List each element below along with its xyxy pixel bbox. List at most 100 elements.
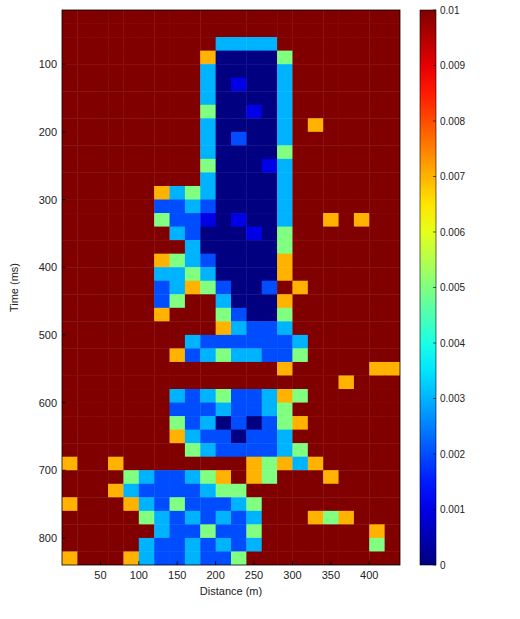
cell (231, 91, 247, 105)
cell (200, 37, 216, 51)
cell (170, 254, 186, 268)
cell (385, 118, 400, 132)
cell (62, 145, 78, 159)
cell (170, 497, 186, 511)
cell (108, 538, 124, 552)
cell (216, 538, 232, 552)
cell (123, 186, 139, 200)
cell (339, 443, 355, 457)
cell (277, 78, 293, 92)
cell (123, 64, 139, 78)
cell (185, 470, 201, 484)
cell (323, 484, 339, 498)
cell (354, 51, 370, 65)
cell (154, 267, 170, 281)
cell (108, 172, 124, 186)
cell (323, 294, 339, 308)
x-tick-label: 250 (245, 569, 263, 581)
cell (277, 375, 293, 389)
cell (231, 213, 247, 227)
cell (185, 78, 201, 92)
cell (339, 308, 355, 322)
cell (123, 375, 139, 389)
cell (277, 118, 293, 132)
cell (108, 335, 124, 349)
cell (108, 254, 124, 268)
cell (369, 470, 385, 484)
cell (262, 551, 278, 565)
cell (139, 308, 155, 322)
cell (369, 132, 385, 146)
cell (354, 335, 370, 349)
y-tick-label: 100 (39, 58, 57, 70)
cell (123, 240, 139, 254)
cell (108, 403, 124, 417)
x-tick (254, 561, 255, 565)
cell (231, 145, 247, 159)
cell (246, 430, 262, 444)
cell (262, 64, 278, 78)
cell (108, 186, 124, 200)
cell (292, 335, 308, 349)
cell (262, 335, 278, 349)
cell (354, 64, 370, 78)
cell (277, 524, 293, 538)
cell (170, 51, 186, 65)
cell (77, 186, 93, 200)
cell (339, 37, 355, 51)
cell (93, 497, 109, 511)
cell (200, 294, 216, 308)
cell (369, 538, 385, 552)
cell (231, 362, 247, 376)
cell (123, 403, 139, 417)
cell (369, 213, 385, 227)
cell (246, 362, 262, 376)
cell (139, 430, 155, 444)
cell (262, 321, 278, 335)
cell (231, 538, 247, 552)
cell (108, 118, 124, 132)
cell (323, 118, 339, 132)
cell (231, 254, 247, 268)
cell (231, 105, 247, 119)
cell (308, 91, 324, 105)
y-tick-label: 600 (39, 397, 57, 409)
cell (246, 91, 262, 105)
cell (93, 362, 109, 376)
cell (123, 132, 139, 146)
cell (77, 91, 93, 105)
cell (323, 105, 339, 119)
cell (354, 321, 370, 335)
cell (292, 91, 308, 105)
cell (231, 416, 247, 430)
cell (139, 254, 155, 268)
cell (231, 484, 247, 498)
cell (262, 416, 278, 430)
cell (277, 159, 293, 173)
cell (108, 294, 124, 308)
cell (354, 227, 370, 241)
chart: 5010015020025030035040010020030040050060… (0, 0, 520, 619)
cell (277, 348, 293, 362)
cell (246, 118, 262, 132)
cell (385, 335, 400, 349)
cell (200, 497, 216, 511)
cell (369, 118, 385, 132)
cell (339, 294, 355, 308)
cell (354, 362, 370, 376)
cell (200, 375, 216, 389)
cell (292, 78, 308, 92)
cell (62, 227, 78, 241)
cell (62, 10, 78, 24)
cell (323, 362, 339, 376)
cell (154, 118, 170, 132)
cell (123, 457, 139, 471)
cell (139, 348, 155, 362)
cell (308, 118, 324, 132)
cell (246, 294, 262, 308)
cell (262, 132, 278, 146)
cell (262, 375, 278, 389)
cell (77, 551, 93, 565)
cell (292, 457, 308, 471)
cell (216, 118, 232, 132)
